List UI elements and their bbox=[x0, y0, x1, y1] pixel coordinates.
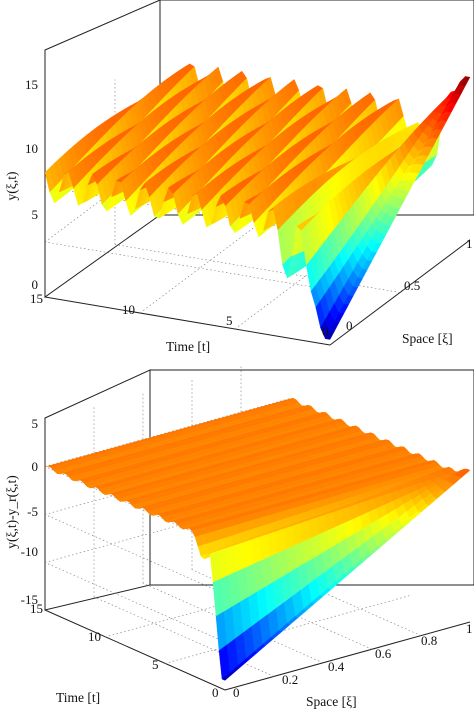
space-tick-label: 1 bbox=[466, 236, 473, 251]
space-tick-label: 0.5 bbox=[404, 278, 420, 293]
floor-edge-front-left bbox=[44, 296, 331, 346]
time-tick-labels: 15 10 5 0 bbox=[30, 601, 219, 700]
time-tick-label: 15 bbox=[30, 601, 43, 616]
time-tick-label: 10 bbox=[122, 302, 135, 317]
z-axis-label: y(ξ,t) bbox=[4, 172, 19, 201]
z-tick-label: 15 bbox=[25, 77, 38, 92]
time-tick-label: 0 bbox=[212, 685, 219, 700]
grid-line bbox=[142, 583, 324, 664]
grid-line bbox=[44, 136, 186, 243]
surface-plot-top: 0 5 10 15 15 10 5 0 0 0.5 1 y(ξ,t) Time … bbox=[4, 0, 474, 354]
surface-mesh bbox=[44, 63, 471, 340]
space-axis-label: Space [ξ] bbox=[402, 331, 453, 346]
grid-line bbox=[234, 223, 376, 330]
grid-line bbox=[44, 562, 226, 643]
space-tick-label: 0 bbox=[233, 685, 240, 700]
z-tick-label: 5 bbox=[32, 207, 39, 222]
time-tick-label: 5 bbox=[226, 313, 233, 328]
surface-patch bbox=[460, 76, 471, 87]
z-tick-label: 0 bbox=[32, 459, 39, 474]
grid-line bbox=[139, 207, 281, 314]
space-axis-label: Space [ξ] bbox=[306, 694, 357, 709]
time-tick-label: 0 bbox=[322, 324, 329, 339]
space-tick-label: 0 bbox=[346, 318, 353, 333]
space-tick-label: 0.2 bbox=[282, 672, 298, 687]
z-tick-label: -15 bbox=[21, 592, 38, 607]
space-tick-label: 0.4 bbox=[328, 659, 345, 674]
z-axis-label: y(ξ,t)-y_r(ξ,t) bbox=[4, 475, 19, 549]
time-tick-label: 10 bbox=[88, 629, 101, 644]
space-tick-labels: 0 0.2 0.4 0.6 0.8 1 bbox=[233, 621, 473, 700]
grid-line bbox=[44, 514, 226, 595]
surface-mesh bbox=[44, 397, 471, 681]
floor-edge-front-left bbox=[44, 609, 226, 691]
z-tick-label: 5 bbox=[32, 416, 39, 431]
z-tick-labels: 0 5 10 15 bbox=[25, 77, 38, 292]
floor-edge-front-right bbox=[224, 621, 471, 691]
time-axis-label: Time [t] bbox=[166, 339, 210, 354]
z-tick-label: -10 bbox=[21, 544, 38, 559]
time-tick-label: 15 bbox=[30, 291, 43, 306]
surface-patch bbox=[458, 468, 471, 478]
space-tick-label: 0.8 bbox=[421, 633, 437, 648]
grid-line bbox=[240, 555, 422, 636]
z-tick-labels: -15 -10 -5 0 5 bbox=[21, 416, 38, 607]
space-tick-label: 1 bbox=[466, 621, 473, 636]
grid-line bbox=[44, 241, 331, 291]
z-tick-label: 0 bbox=[32, 277, 39, 292]
time-tick-label: 5 bbox=[152, 657, 159, 672]
space-tick-labels: 0 0.5 1 bbox=[346, 236, 473, 333]
z-tick-label: 10 bbox=[25, 141, 38, 156]
z-tick-label: -5 bbox=[27, 504, 38, 519]
time-axis-label: Time [t] bbox=[56, 690, 100, 705]
surface-plot-bottom: -15 -10 -5 0 5 15 10 5 0 0 0.2 0.4 0.6 0… bbox=[4, 364, 474, 709]
time-tick-labels: 15 10 5 0 bbox=[30, 291, 329, 339]
space-tick-label: 0.6 bbox=[375, 646, 392, 661]
grid-line bbox=[191, 569, 373, 650]
